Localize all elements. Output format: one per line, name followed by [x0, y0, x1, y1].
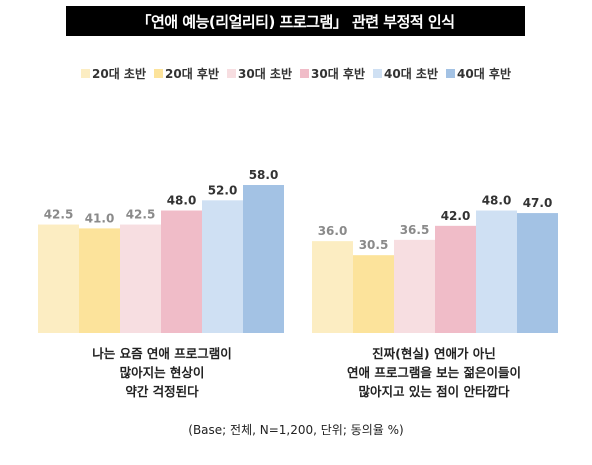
data-label: 42.5: [126, 208, 156, 222]
legend-label: 40대 후반: [457, 66, 511, 81]
legend: 20대 초반 20대 후반 30대 초반 30대 후반 40대 초반 40대 후반: [0, 64, 592, 82]
bar: [517, 213, 558, 333]
legend-swatch: [300, 68, 309, 78]
data-label: 30.5: [359, 238, 389, 252]
bar: [79, 228, 120, 333]
bar: [161, 210, 202, 333]
legend-label: 20대 후반: [165, 66, 219, 81]
legend-swatch: [446, 68, 455, 78]
bar: [394, 239, 435, 333]
legend-item: 20대 후반: [154, 65, 219, 82]
bar: [353, 255, 394, 333]
bar: [38, 224, 79, 333]
bar: [202, 200, 243, 333]
category-label-regret: 진짜(현실) 연애가 아닌 연애 프로그램을 보는 젊은이들이 많아지고 있는 …: [346, 346, 522, 399]
legend-item: 40대 초반: [373, 65, 438, 82]
bar: [312, 241, 353, 333]
data-label: 36.0: [318, 224, 348, 238]
legend-swatch: [373, 68, 382, 78]
data-label: 47.0: [523, 196, 553, 210]
data-label: 58.0: [249, 168, 279, 182]
category-label-worry: 나는 요즘 연애 프로그램이 많아지는 현상이 약간 걱정된다: [92, 346, 232, 399]
legend-label: 40대 초반: [384, 66, 438, 81]
bar: [476, 210, 517, 333]
data-label: 48.0: [482, 194, 512, 208]
data-label: 42.0: [441, 209, 471, 223]
data-label: 48.0: [167, 194, 197, 208]
chart-title: 「연애 예능(리얼리티) 프로그램」 관련 부정적 인식: [66, 6, 525, 36]
legend-label: 30대 후반: [311, 66, 365, 81]
data-label: 42.5: [44, 208, 74, 222]
data-label: 41.0: [85, 211, 115, 225]
legend-item: 30대 초반: [227, 65, 292, 82]
legend-swatch: [154, 68, 163, 78]
bar: [243, 185, 284, 333]
data-label: 52.0: [208, 183, 238, 197]
legend-item: 40대 후반: [446, 65, 511, 82]
legend-label: 30대 초반: [238, 66, 292, 81]
legend-item: 30대 후반: [300, 65, 365, 82]
legend-swatch: [227, 68, 236, 78]
footnote: (Base; 전체, N=1,200, 단위; 동의율 %): [188, 423, 404, 437]
legend-item: 20대 초반: [81, 65, 146, 82]
bar: [435, 225, 476, 333]
bar: [120, 224, 161, 333]
legend-swatch: [81, 68, 90, 78]
legend-label: 20대 초반: [92, 66, 146, 81]
data-label: 36.5: [400, 223, 430, 237]
